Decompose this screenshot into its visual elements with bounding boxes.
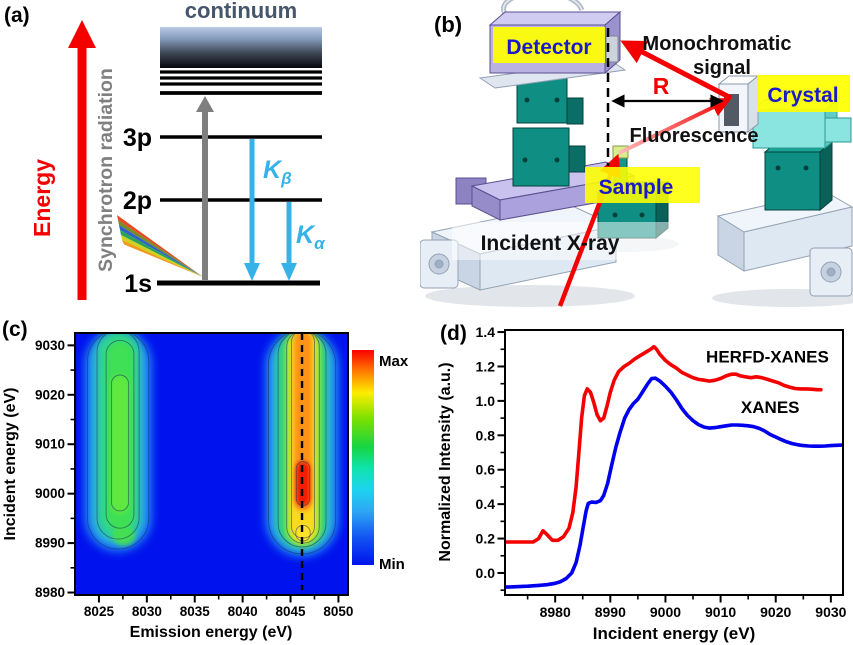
colorbar: [352, 350, 374, 565]
x-tick-label: 8980: [540, 604, 571, 620]
x-tick-label: 8040: [228, 604, 258, 619]
x-tick-label: 9030: [815, 604, 846, 620]
series-label-herfd-xanes: HERFD-XANES: [706, 348, 829, 367]
crystal-tower: [763, 140, 834, 212]
plot-frame-c: [74, 332, 349, 596]
y-tick-label: 1.4: [476, 324, 496, 340]
series-label-xanes: XANES: [741, 398, 800, 417]
d-y-axis-ticks: 0.0 0.2 0.4 0.6 0.8 1.0 1.2 1.4: [476, 324, 505, 591]
plot-frame-d: [504, 329, 844, 596]
contour-line: [105, 339, 135, 529]
y-tick-label: 9020: [35, 387, 65, 402]
curve-herfd-xanes: [505, 344, 823, 544]
continuum-label: continuum: [185, 0, 297, 23]
detector-label-highlight: [493, 27, 605, 63]
energy-axis-label: Energy: [29, 159, 55, 237]
contour-line: [110, 374, 130, 512]
d-x-axis-ticks: 8980 8990 9000 9010 9020 9030: [526, 595, 847, 620]
x-tick-label: 9010: [705, 604, 736, 620]
contour-line: [87, 333, 150, 550]
panel-c-label: (c): [2, 318, 28, 341]
panel-b-label: (b): [434, 12, 462, 37]
heatmap-band-layer: [110, 375, 130, 514]
panel-c-rxes-map: (c) 8025 8030 8035 8040 8045 8050 8980 8990 900…: [2, 318, 409, 641]
x-tick-label: 8030: [132, 604, 162, 619]
c-x-axis-ticks: 8025 8030 8035 8040 8045 8050: [84, 595, 353, 619]
colorbar-max-label: Max: [379, 353, 409, 370]
y-tick-label: 0.4: [476, 496, 496, 512]
energy-axis-arrowhead: [68, 20, 96, 48]
c-y-axis-title: Incident energy (eV): [2, 388, 19, 541]
crystal-label: Crystal: [767, 84, 838, 107]
detector-label: Detector: [506, 36, 591, 59]
k-alpha-arrowhead: [281, 263, 297, 281]
level-2p-label: 2p: [123, 187, 152, 215]
level-3p-label: 3p: [123, 124, 152, 152]
y-tick-label: 0.2: [476, 531, 496, 547]
x-tick-label: 9000: [650, 604, 681, 620]
crystal-label-highlight: [757, 75, 850, 112]
fluorescence-beam: [618, 98, 732, 155]
y-tick-label: 9030: [35, 338, 65, 353]
y-tick-label: 0.0: [476, 565, 496, 581]
y-tick-label: 9000: [35, 486, 65, 501]
y-tick-label: 0.6: [476, 462, 496, 478]
panel-a-energy-diagram: (a) Energy Synchrotron radiation continu…: [4, 0, 326, 300]
heatmap-bands: [85, 333, 338, 556]
y-tick-label: 1.0: [476, 393, 496, 409]
x-tick-label: 8050: [323, 604, 353, 619]
continuum-band: [160, 27, 322, 68]
synchrotron-beam-wedge: [117, 215, 203, 277]
k-beta-label: Kβ: [263, 156, 292, 188]
excitation-arrowhead: [196, 96, 214, 112]
curve-xanes: [505, 376, 843, 589]
panel-d-xanes-plot: (d) HERFD-XANES XANES 8980 8990 9000 9010 902…: [437, 322, 847, 643]
continuum-dense-levels: [160, 70, 322, 95]
contour-line: [277, 333, 327, 548]
panel-d-label: (d): [440, 322, 467, 345]
fluorescence-label: Fluorescence: [630, 125, 759, 147]
radius-label: R: [653, 73, 670, 99]
d-y-axis-title: Normalized Intensity (a.u.): [437, 362, 454, 561]
colorbar-min-label: Min: [379, 556, 405, 573]
y-tick-label: 9010: [35, 437, 65, 452]
analyzer-crystal: [717, 74, 760, 134]
x-tick-label: 8045: [276, 604, 307, 619]
d-x-axis-title: Incident energy (eV): [593, 624, 755, 643]
k-alpha-label: Kα: [296, 221, 326, 253]
sample-label: Sample: [599, 176, 674, 199]
sample-label-highlight: [585, 167, 700, 203]
x-tick-label: 8025: [84, 604, 115, 619]
x-tick-label: 8035: [180, 604, 211, 619]
monochromatic-signal-label-line1: Monochromatic: [643, 33, 792, 55]
x-tick-label: 8990: [595, 604, 626, 620]
y-tick-label: 1.2: [476, 358, 496, 374]
panel-b-spectrometer-schematic: (b) Detector Monochromatic signal R Crys…: [420, 0, 853, 307]
contour-line: [96, 333, 140, 540]
spectra-curves: [505, 344, 843, 589]
c-y-axis-ticks: 8980 8990 9000 9010 9020 9030: [35, 338, 75, 600]
heatmap-band-layer: [112, 525, 136, 546]
incident-xray-label: Incident X-ray: [481, 232, 620, 255]
x-tick-label: 9020: [760, 604, 791, 620]
y-tick-label: 0.8: [476, 427, 496, 443]
monochromatic-signal-beam: [620, 40, 733, 101]
shadow-left: [425, 285, 635, 307]
k-beta-arrowhead: [244, 263, 260, 281]
level-1s-label: 1s: [124, 270, 152, 298]
c-x-axis-title: Emission energy (eV): [130, 624, 293, 641]
monochromatic-signal-label-line2: signal: [693, 57, 751, 79]
spectra-annotations: HERFD-XANES XANES: [706, 348, 829, 417]
synchrotron-radiation-label: Synchrotron radiation: [95, 68, 117, 272]
y-tick-label: 8980: [35, 585, 65, 600]
y-tick-label: 8990: [35, 536, 65, 551]
panel-a-label: (a): [4, 4, 30, 27]
